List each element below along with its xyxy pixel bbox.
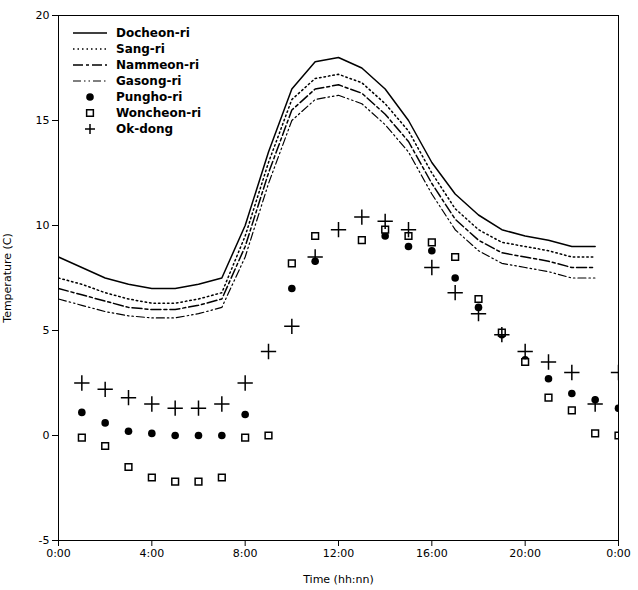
svg-text:-5: -5 [39,534,50,547]
html-text:Woncheon-ri: Woncheon-ri [116,106,202,120]
svg-text:20: 20 [36,9,50,22]
html-text:Nammeon-ri: Nammeon-ri [116,58,200,72]
svg-text:Temperature (C): Temperature (C) [1,233,14,323]
svg-text:8:00: 8:00 [233,547,258,560]
html-text:Ok-dong: Ok-dong [116,122,174,136]
html-text:Docheon-ri: Docheon-ri [116,26,190,40]
svg-text:4:00: 4:00 [139,547,164,560]
svg-text:16:00: 16:00 [416,547,448,560]
svg-text:12:00: 12:00 [323,547,355,560]
svg-text:0:00: 0:00 [46,547,71,560]
svg-text:15: 15 [36,114,50,127]
html-text:Pungho-ri: Pungho-ri [116,90,183,104]
html-text:Sang-ri: Sang-ri [116,42,165,56]
svg-text:10: 10 [36,219,50,232]
svg-text:Time (hh:nn): Time (hh:nn) [302,573,374,586]
svg-text:5: 5 [43,324,50,337]
html-text:Gasong-ri: Gasong-ri [116,74,182,88]
svg-text:0: 0 [43,429,50,442]
svg-text:20:00: 20:00 [509,547,541,560]
svg-text:0:00: 0:00 [606,547,631,560]
